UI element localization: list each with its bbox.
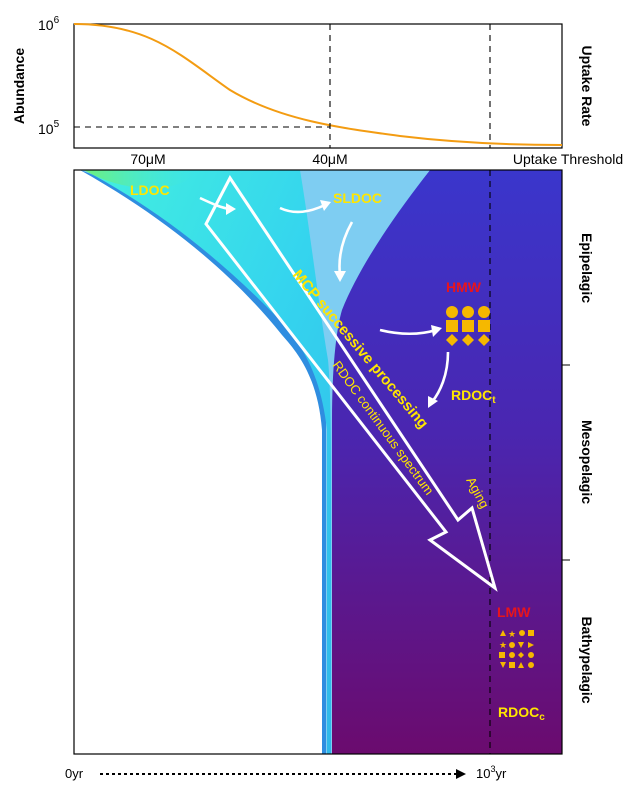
lmw-dot bbox=[528, 652, 534, 658]
y-tick-high: 106 bbox=[38, 15, 60, 33]
y-axis-label: Abundance bbox=[11, 48, 27, 124]
lmw-triangle bbox=[518, 642, 524, 648]
label-lmw: LMW bbox=[497, 604, 531, 620]
label-hmw: HMW bbox=[446, 279, 482, 295]
x-label-40um: 40μM bbox=[312, 151, 347, 167]
lmw-star: ★ bbox=[508, 630, 516, 640]
label-rdoc-t: RDOCt bbox=[451, 387, 496, 406]
hmw-square bbox=[478, 320, 490, 332]
top-panel: Abundance Uptake Rate 106 105 70μM 40μM … bbox=[11, 15, 623, 167]
ldoc-flow-region bbox=[84, 170, 331, 754]
lmw-star: ★ bbox=[499, 641, 507, 651]
lmw-triangle bbox=[528, 642, 534, 648]
flow-arrowheads bbox=[226, 200, 442, 408]
arrowhead-3 bbox=[334, 271, 346, 282]
lmw-square bbox=[509, 662, 515, 668]
label-ldoc: LDOC bbox=[130, 182, 170, 198]
lmw-square bbox=[528, 630, 534, 636]
y-tick-low: 105 bbox=[38, 119, 60, 137]
lmw-symbols: ★ ★ bbox=[499, 630, 534, 668]
hmw-diamond bbox=[478, 334, 490, 346]
zone-mesopelagic: Mesopelagic bbox=[579, 420, 595, 504]
zone-epipelagic: Epipelagic bbox=[579, 233, 595, 303]
x-label-uptake-threshold: Uptake Threshold bbox=[513, 151, 623, 167]
arrow-to-hmw bbox=[379, 328, 437, 336]
main-panel-frame bbox=[73, 169, 563, 755]
arrowhead-4 bbox=[431, 325, 442, 337]
label-rdoc-c: RDOCc bbox=[498, 704, 545, 723]
ldoc-green-tint bbox=[84, 170, 200, 189]
hmw-diamond bbox=[462, 334, 474, 346]
top-panel-frame bbox=[73, 23, 563, 149]
arrowhead-1 bbox=[226, 203, 236, 215]
rdoc-dark-region bbox=[330, 170, 562, 754]
hmw-circle bbox=[446, 306, 458, 318]
lmw-diamond bbox=[518, 652, 524, 658]
lmw-dot bbox=[519, 630, 525, 636]
lmw-triangle bbox=[500, 662, 506, 668]
hmw-symbols bbox=[446, 306, 490, 346]
time-end-label: 103yr bbox=[476, 764, 507, 781]
arrowhead-5 bbox=[428, 396, 438, 408]
lmw-triangle bbox=[500, 630, 506, 636]
x-label-70um: 70μM bbox=[130, 151, 165, 167]
zone-bathypelagic: Bathypelagic bbox=[579, 616, 595, 703]
hmw-circle bbox=[478, 306, 490, 318]
arrow-to-sldoc bbox=[279, 203, 326, 214]
hmw-square bbox=[462, 320, 474, 332]
time-start-label: 0yr bbox=[65, 766, 84, 781]
arrow-sldoc-down bbox=[338, 221, 354, 276]
right-axis-label: Uptake Rate bbox=[579, 46, 595, 127]
hmw-diamond bbox=[446, 334, 458, 346]
main-panel: LDOC SLDOC HMW RDOCt LMW RDOCc MCP succe… bbox=[73, 169, 595, 755]
lmw-square bbox=[499, 652, 505, 658]
lmw-dot bbox=[509, 642, 515, 648]
mcp-processing-arrow bbox=[204, 175, 498, 592]
hmw-circle bbox=[462, 306, 474, 318]
label-sldoc: SLDOC bbox=[333, 190, 382, 206]
time-axis: 0yr 103yr bbox=[65, 764, 507, 781]
lmw-triangle bbox=[518, 662, 524, 668]
uptake-curve bbox=[73, 23, 563, 146]
lmw-dot bbox=[528, 662, 534, 668]
lmw-dot bbox=[509, 652, 515, 658]
hmw-square bbox=[446, 320, 458, 332]
time-arrowhead bbox=[456, 769, 466, 779]
arrowhead-2 bbox=[320, 200, 331, 211]
flow-arrows bbox=[199, 196, 450, 403]
